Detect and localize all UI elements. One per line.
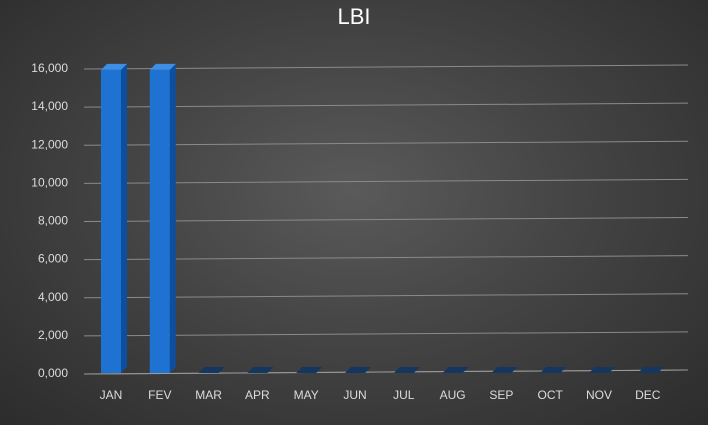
bar-zero-slab xyxy=(296,367,323,373)
bar-jun xyxy=(345,367,371,373)
gridlines xyxy=(83,64,689,375)
bar-zero-slab xyxy=(589,367,615,373)
y-tick-label: 16,000 xyxy=(31,61,68,75)
gridline xyxy=(83,140,689,146)
bar-zero-slab xyxy=(442,367,469,373)
bar-sep xyxy=(491,367,518,373)
bar-jul xyxy=(393,367,420,373)
gridline xyxy=(83,102,689,108)
bar-nov xyxy=(589,367,615,373)
x-tick-label: FEV xyxy=(148,388,171,402)
bar-zero-slab xyxy=(247,367,274,373)
bar-zero-slab xyxy=(637,367,664,373)
x-tick-label: NOV xyxy=(586,388,612,402)
bar-may xyxy=(296,367,323,373)
x-tick-label: APR xyxy=(245,388,270,402)
bar-zero-slab xyxy=(393,367,420,373)
y-axis-ticks: 0,000 2,000 4,000 6,000 8,000 10,000 12,000 14,… xyxy=(31,61,68,380)
y-tick-label: 4,000 xyxy=(38,290,68,304)
y-tick-label: 8,000 xyxy=(38,214,68,228)
bar-mar xyxy=(198,367,225,373)
gridline xyxy=(83,255,689,261)
bar-dec xyxy=(637,367,664,373)
gridline xyxy=(83,217,689,222)
gridline xyxy=(83,331,689,337)
x-axis-ticks: JAN FEV MAR APR MAY JUN JUL AUG SEP OCT NOV DEC xyxy=(100,388,661,402)
x-tick-label: MAY xyxy=(294,388,319,402)
x-tick-label: MAR xyxy=(195,388,222,402)
y-tick-label: 6,000 xyxy=(38,252,68,266)
bar-front xyxy=(101,69,121,373)
bar-apr xyxy=(247,367,274,373)
x-tick-label: JUL xyxy=(393,388,415,402)
x-tick-label: DEC xyxy=(635,388,661,402)
gridline xyxy=(83,293,689,299)
y-tick-label: 10,000 xyxy=(31,175,68,189)
bars xyxy=(101,63,664,373)
chart-title: LBI xyxy=(337,4,371,29)
gridline xyxy=(83,64,689,70)
y-tick-label: 14,000 xyxy=(31,99,68,113)
bar-side xyxy=(121,63,127,373)
bar-jan xyxy=(101,63,127,373)
bar-zero-slab xyxy=(540,367,567,373)
x-tick-label: SEP xyxy=(489,388,513,402)
bar-front xyxy=(149,69,170,373)
y-tick-label: 2,000 xyxy=(38,328,68,342)
x-tick-label: OCT xyxy=(538,388,564,402)
x-tick-label: JUN xyxy=(343,388,366,402)
y-tick-label: 0,000 xyxy=(38,366,68,380)
bar-top xyxy=(149,63,176,70)
bar-zero-slab xyxy=(491,367,518,373)
bar-fev xyxy=(149,63,176,373)
bar-zero-slab xyxy=(345,367,371,373)
bar-zero-slab xyxy=(198,367,225,373)
x-axis-line xyxy=(83,369,689,375)
bar-top xyxy=(101,63,127,70)
x-tick-label: AUG xyxy=(440,388,466,402)
bar-aug xyxy=(442,367,469,373)
y-tick-label: 12,000 xyxy=(31,137,68,151)
bar-side xyxy=(169,63,176,373)
gridline xyxy=(83,178,689,184)
x-tick-label: JAN xyxy=(100,388,123,402)
bar-oct xyxy=(540,367,567,373)
